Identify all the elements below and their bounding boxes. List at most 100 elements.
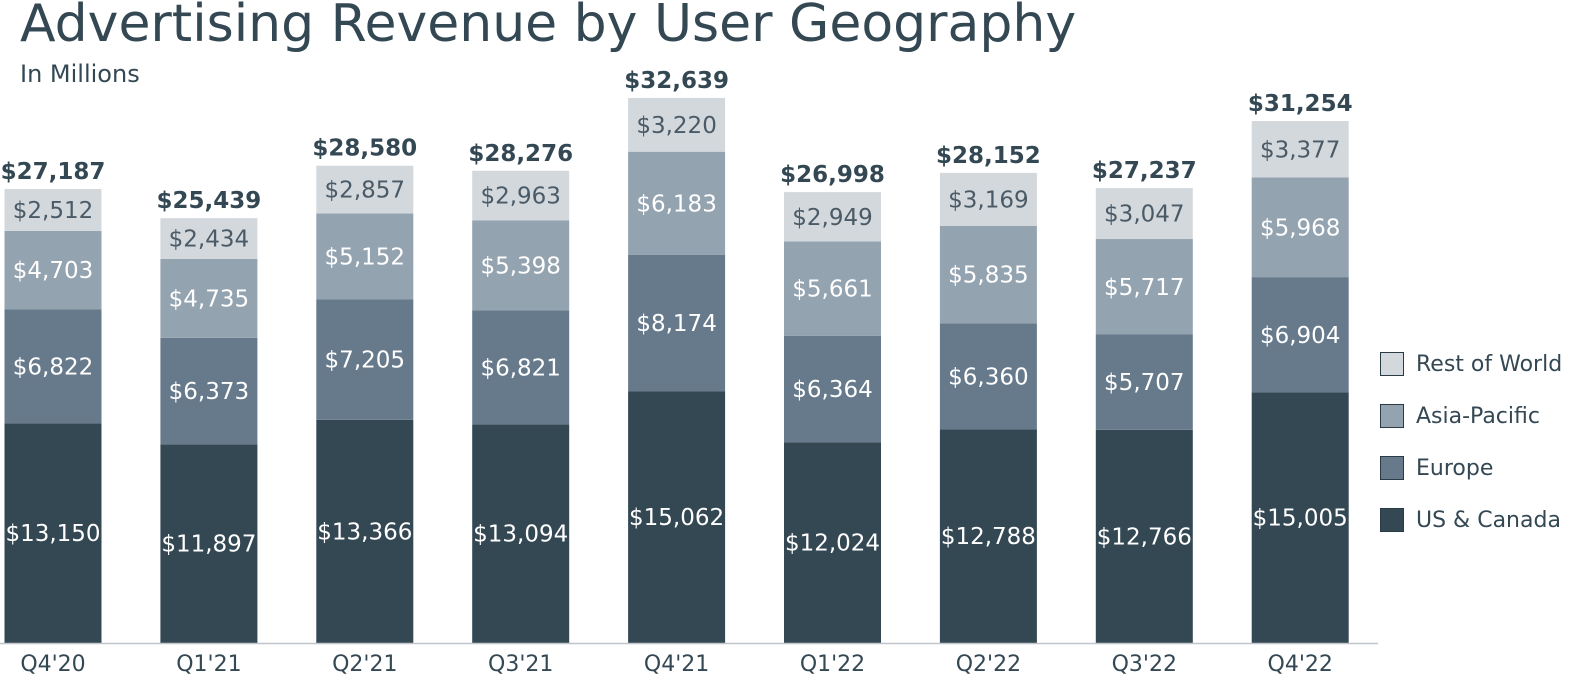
x-tick-label: Q3'21 [488, 652, 553, 677]
legend-item-asia-pacific: Asia-Pacific [1380, 390, 1562, 442]
bar-segment-rest_of_world [1095, 188, 1193, 240]
chart-legend: Rest of World Asia-Pacific Europe US & C… [1380, 338, 1562, 546]
bar-segment-us_canada [472, 424, 570, 643]
bar-segment-us_canada [4, 423, 102, 643]
bar-segment-rest_of_world [1251, 121, 1349, 178]
data-label-asia_pacific: $5,398 [480, 253, 560, 279]
data-label-rest_of_world: $2,512 [13, 198, 93, 224]
bar-segment-asia_pacific [4, 230, 102, 310]
bar-segment-rest_of_world [628, 97, 726, 152]
bar-segment-asia_pacific [160, 258, 258, 338]
data-label-asia_pacific: $5,152 [325, 244, 405, 270]
data-label-europe: $6,364 [792, 377, 872, 403]
data-label-europe: $7,205 [325, 348, 405, 374]
data-label-rest_of_world: $2,963 [480, 184, 560, 210]
data-label-us_canada: $12,788 [941, 524, 1036, 550]
bar-segment-us_canada [1251, 392, 1349, 643]
x-tick-label: Q4'20 [20, 652, 85, 677]
legend-item-us-canada: US & Canada [1380, 494, 1562, 546]
data-label-us_canada: $11,897 [161, 532, 256, 558]
total-label: $27,237 [1092, 158, 1197, 184]
data-label-asia_pacific: $4,735 [169, 286, 249, 312]
data-label-europe: $6,373 [169, 379, 249, 405]
data-label-europe: $6,821 [480, 355, 560, 381]
data-label-rest_of_world: $3,220 [636, 113, 716, 139]
data-label-us_canada: $13,366 [317, 519, 412, 545]
bar-segment-rest_of_world [939, 172, 1037, 226]
data-label-europe: $6,904 [1260, 323, 1340, 349]
total-label: $27,187 [1, 159, 106, 185]
data-label-us_canada: $13,150 [5, 521, 100, 547]
bar-segment-us_canada [160, 444, 258, 643]
legend-swatch-rest-of-world [1380, 352, 1404, 376]
data-label-rest_of_world: $3,047 [1104, 202, 1184, 228]
legend-label-europe: Europe [1416, 455, 1494, 481]
data-label-us_canada: $15,005 [1253, 506, 1348, 532]
data-label-rest_of_world: $3,169 [948, 187, 1028, 213]
total-label: $28,580 [312, 136, 417, 162]
data-label-europe: $6,822 [13, 354, 93, 380]
bar-segment-europe [628, 254, 726, 392]
x-tick-label: Q2'22 [956, 652, 1021, 677]
data-label-asia_pacific: $5,835 [948, 263, 1028, 289]
bar-segment-europe [472, 310, 570, 425]
bar-segment-europe [1095, 334, 1193, 430]
legend-label-asia-pacific: Asia-Pacific [1416, 403, 1540, 429]
x-tick-label: Q4'21 [644, 652, 709, 677]
bar-segment-europe [316, 299, 414, 420]
data-label-us_canada: $12,024 [785, 531, 880, 557]
bar-segment-asia_pacific [939, 225, 1037, 324]
bar-segment-rest_of_world [316, 165, 414, 214]
legend-label-us-canada: US & Canada [1416, 507, 1561, 533]
bar-segment-rest_of_world [472, 170, 570, 221]
bar-segment-europe [160, 337, 258, 445]
x-tick-label: Q1'22 [800, 652, 865, 677]
data-label-asia_pacific: $5,661 [792, 277, 872, 303]
data-label-rest_of_world: $2,434 [169, 226, 249, 252]
bar-segment-asia_pacific [628, 151, 726, 255]
data-label-asia_pacific: $5,717 [1104, 275, 1184, 301]
chart-title: Advertising Revenue by User Geography [20, 0, 1077, 54]
bar-segment-europe [784, 335, 881, 443]
bar-segment-europe [4, 309, 102, 424]
legend-label-rest-of-world: Rest of World [1416, 351, 1563, 377]
legend-swatch-europe [1380, 456, 1404, 480]
total-label: $31,254 [1248, 91, 1353, 117]
bar-segment-asia_pacific [784, 241, 881, 336]
bar-segment-asia_pacific [1095, 239, 1193, 335]
x-tick-label: Q2'21 [332, 652, 397, 677]
total-label: $28,152 [936, 143, 1041, 169]
data-label-europe: $8,174 [636, 311, 716, 337]
x-tick-label: Q1'21 [176, 652, 241, 677]
bar-segment-rest_of_world [160, 218, 258, 259]
data-label-europe: $5,707 [1104, 370, 1184, 396]
total-label: $32,639 [624, 68, 729, 94]
total-label: $26,998 [780, 162, 885, 188]
bar-segment-asia_pacific [1251, 177, 1349, 278]
total-label: $28,276 [468, 141, 573, 167]
data-label-rest_of_world: $3,377 [1260, 137, 1340, 163]
legend-swatch-us-canada [1380, 508, 1404, 532]
legend-item-rest-of-world: Rest of World [1380, 338, 1562, 390]
data-label-asia_pacific: $6,183 [636, 191, 716, 217]
bar-segment-rest_of_world [4, 188, 102, 231]
bar-segment-us_canada [939, 429, 1037, 643]
x-tick-label: Q4'22 [1268, 652, 1333, 677]
total-label: $25,439 [157, 188, 262, 214]
bar-segment-us_canada [1095, 429, 1193, 643]
x-tick-label: Q3'22 [1112, 652, 1177, 677]
bar-segment-us_canada [628, 391, 726, 643]
bar-segment-us_canada [784, 442, 881, 643]
bar-segment-rest_of_world [784, 192, 881, 242]
legend-item-europe: Europe [1380, 442, 1562, 494]
data-label-us_canada: $13,094 [473, 522, 568, 548]
data-label-asia_pacific: $5,968 [1260, 215, 1340, 241]
data-label-us_canada: $15,062 [629, 505, 724, 531]
bar-segment-asia_pacific [316, 213, 414, 300]
bar-segment-asia_pacific [472, 220, 570, 311]
bar-segment-us_canada [316, 419, 414, 643]
bar-segment-europe [1251, 277, 1349, 393]
data-label-us_canada: $12,766 [1097, 524, 1192, 550]
data-label-europe: $6,360 [948, 364, 1028, 390]
